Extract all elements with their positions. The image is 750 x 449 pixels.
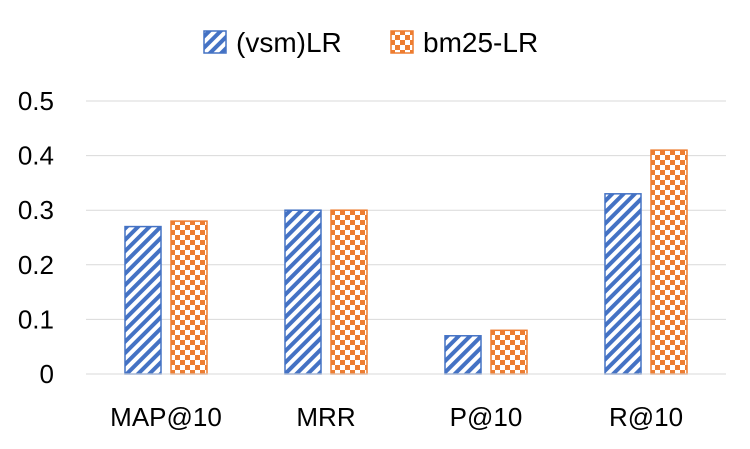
y-tick-label: 0.1 (18, 304, 54, 334)
legend: (vsm)LR bm25-LR (203, 27, 538, 58)
legend-label: bm25-LR (423, 27, 538, 58)
legend-swatch-bm25-lr (390, 30, 414, 54)
y-tick-label: 0.5 (18, 86, 54, 116)
bar-bm25-lr-map10 (170, 220, 208, 375)
legend-label: (vsm)LR (236, 27, 342, 58)
y-tick-label: 0.3 (18, 195, 54, 225)
bar-bm25-lr-r10 (650, 149, 688, 375)
bar-vsm-lr-map10 (124, 225, 162, 375)
legend-swatch-vsm-lr (203, 30, 227, 54)
x-category-label: P@10 (450, 402, 523, 432)
x-category-label: MAP@10 (110, 402, 222, 432)
y-tick-label: 0 (40, 359, 54, 389)
bars (124, 149, 688, 375)
bar-vsm-lr-mrr (284, 209, 322, 375)
x-category-label: R@10 (609, 402, 683, 432)
bar-bm25-lr-p10 (490, 329, 528, 375)
y-tick-label: 0.2 (18, 250, 54, 280)
y-tick-label: 0.4 (18, 141, 54, 171)
x-axis-categories: MAP@10 MRR P@10 R@10 (110, 402, 683, 432)
x-category-label: MRR (296, 402, 355, 432)
bar-vsm-lr-p10 (444, 335, 482, 375)
y-axis-ticks: 0 0.1 0.2 0.3 0.4 0.5 (18, 86, 54, 389)
bar-bm25-lr-mrr (330, 209, 368, 375)
bar-vsm-lr-r10 (604, 193, 642, 375)
